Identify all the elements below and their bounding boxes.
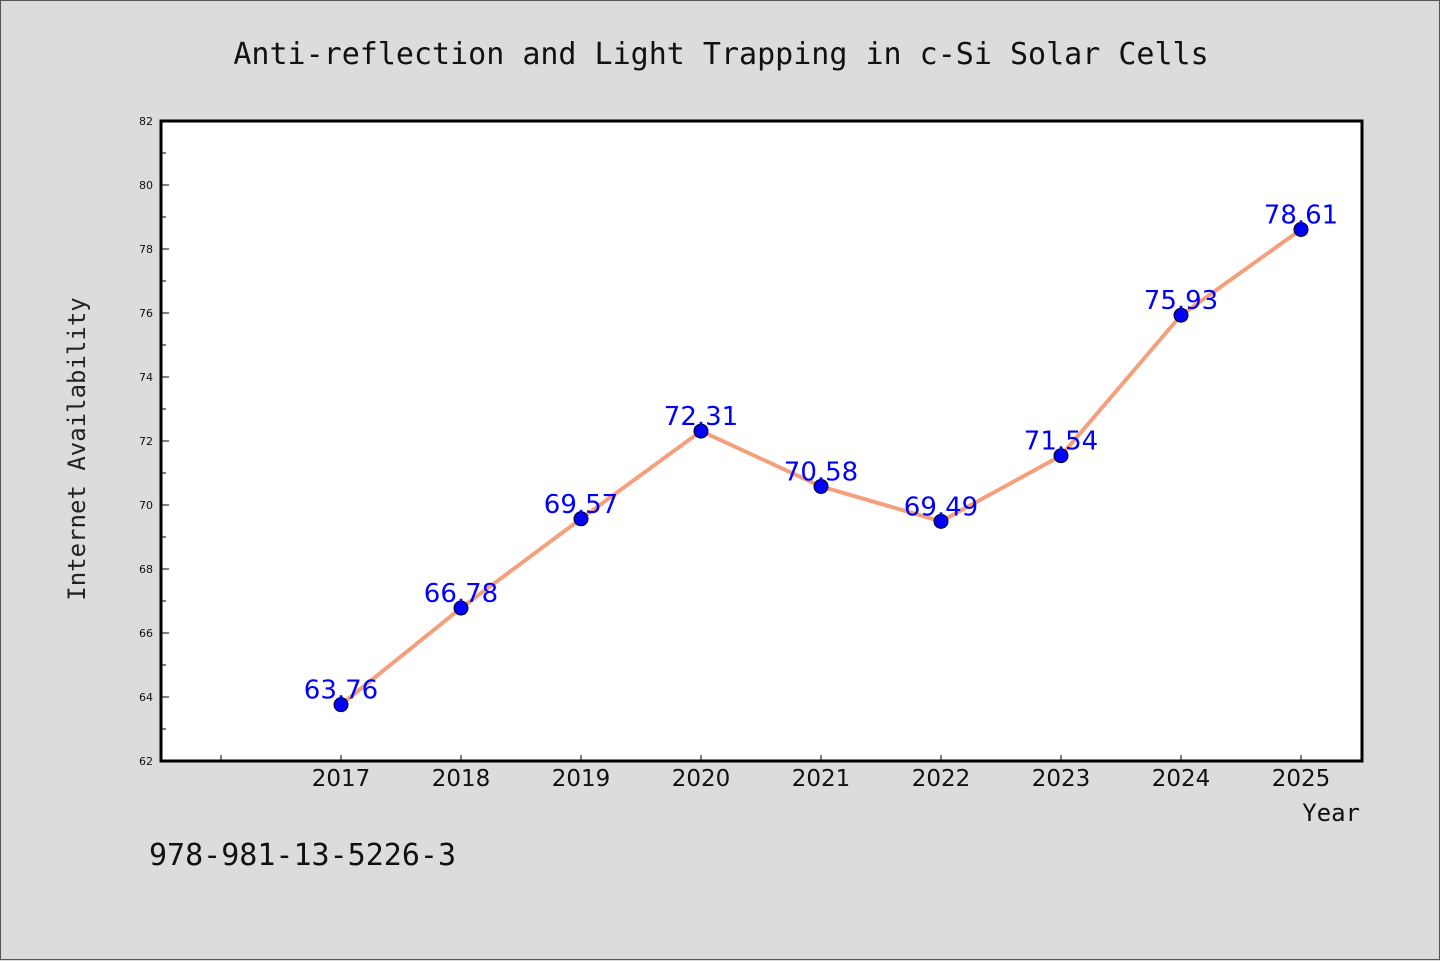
x-tick-label: 2023 [1032,766,1091,792]
data-point-marker [453,600,469,616]
data-label: 66.78 [424,579,498,609]
data-label: 70.58 [784,457,858,487]
y-tick-label: 82 [139,115,153,128]
x-tick-label: 2019 [552,766,611,792]
plot-area [159,119,1364,763]
y-tick-label: 72 [139,435,153,448]
data-label: 71.54 [1024,427,1098,457]
data-label: 72.31 [664,402,738,432]
x-tick-label: 2024 [1152,766,1211,792]
data-label: 69.57 [544,490,618,520]
data-point-marker [1293,221,1309,237]
y-tick-label: 68 [139,563,153,576]
data-label: 63.76 [304,676,378,706]
y-axis-label: Internet Availability [63,297,91,600]
y-tick-label: 80 [139,179,153,192]
data-label: 69.49 [904,492,978,522]
data-label: 75.93 [1144,286,1218,316]
data-label: 78.61 [1264,200,1338,230]
y-tick-label: 62 [139,755,153,768]
data-point-marker [1173,307,1189,323]
chart-title: Anti-reflection and Light Trapping in c-… [233,37,1208,72]
data-point-marker [333,697,349,713]
y-tick-label: 66 [139,627,153,640]
series-layer [333,221,1309,713]
y-axis: 62 64 66 68 70 72 74 76 78 80 82 [139,115,169,768]
x-axis: 2017 2018 2019 2020 2021 2022 2023 2024 2025 [220,755,1331,792]
x-axis-label: Year [1302,799,1360,827]
x-tick-label: 2020 [672,766,731,792]
data-point-marker [693,423,709,439]
data-point-marker [573,511,589,527]
data-point-marker [813,478,829,494]
x-tick-label: 2021 [792,766,851,792]
data-labels: 63.76 66.78 69.57 72.31 70.58 69.49 71.54 75.93… [304,200,1338,705]
y-tick-label: 76 [139,307,153,320]
isbn-text: 978-981-13-5226-3 [149,838,456,873]
data-point-marker [933,513,949,529]
y-tick-label: 74 [139,371,153,384]
x-tick-label: 2022 [912,766,971,792]
data-point-marker [1053,448,1069,464]
x-tick-label: 2018 [432,766,491,792]
y-tick-label: 64 [139,691,153,704]
y-tick-label: 78 [139,243,153,256]
y-tick-label: 70 [139,499,153,512]
x-tick-label: 2025 [1272,766,1331,792]
x-tick-label: 2017 [312,766,371,792]
